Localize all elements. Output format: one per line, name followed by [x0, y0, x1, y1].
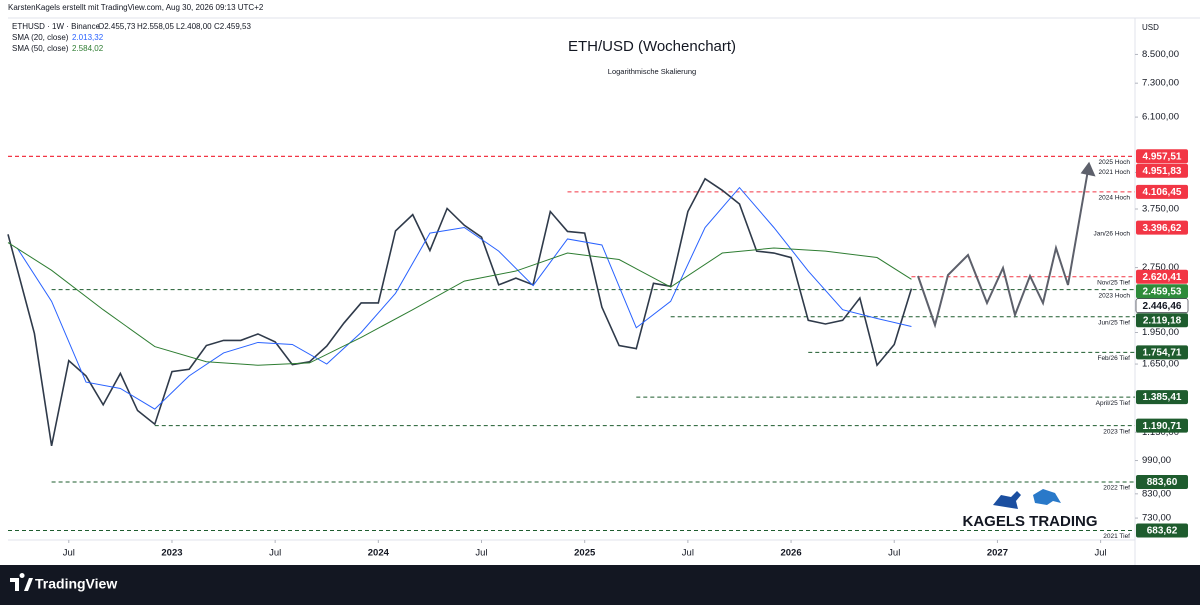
- level-label: 2021 Hoch: [1099, 169, 1131, 176]
- x-tick-label: 2026: [780, 548, 801, 559]
- y-tick-label: 3.750,00: [1142, 204, 1179, 215]
- sma-line: [16, 186, 912, 410]
- price-label-box: [1136, 390, 1188, 405]
- bear-icon: [1033, 489, 1061, 505]
- ohlc-open: O2.455,73: [98, 22, 136, 31]
- price-label-box: [1136, 163, 1188, 178]
- y-tick-label: 1.950,00: [1142, 327, 1179, 338]
- level-label: 2025 Hoch: [1099, 159, 1131, 166]
- x-tick-label: Jul: [682, 548, 694, 559]
- x-tick-label: 2027: [987, 548, 1008, 559]
- chart-title: ETH/USD (Wochenchart): [568, 38, 736, 55]
- y-tick-label: 8.500,00: [1142, 49, 1179, 60]
- level-label: 2023 Tief: [1103, 428, 1130, 435]
- price-label-box: [1136, 313, 1188, 328]
- price-line: [7, 177, 913, 447]
- y-tick-label: 830,00: [1142, 488, 1171, 499]
- price-label-box: [1136, 220, 1188, 235]
- ohlc-low: L2.408,00: [176, 22, 212, 31]
- x-tick-label: Jul: [1095, 548, 1107, 559]
- level-label: 2024 Hoch: [1099, 195, 1131, 202]
- price-label: 3.396,62: [1143, 223, 1182, 234]
- level-label: April/25 Tief: [1096, 400, 1131, 407]
- sma50-value: 2.584,02: [72, 44, 104, 53]
- y-tick-label: 730,00: [1142, 513, 1171, 524]
- y-tick-label: 6.100,00: [1142, 112, 1179, 123]
- sma-line: [7, 242, 912, 366]
- y-tick-label: 7.300,00: [1142, 78, 1179, 89]
- x-tick-label: Jul: [888, 548, 900, 559]
- price-label-box: [1135, 298, 1189, 313]
- level-label: 2021 Tief: [1103, 533, 1130, 540]
- ohlc-high: H2.558,05: [137, 22, 174, 31]
- price-label-box: [1136, 284, 1188, 299]
- price-label-box: [1136, 523, 1188, 538]
- currency: USD: [1142, 23, 1159, 32]
- chart-subtitle: Logarithmische Skalierung: [608, 67, 696, 76]
- price-label-box: [1136, 269, 1188, 284]
- price-label: 1.385,41: [1143, 392, 1182, 403]
- sma50-name: SMA (50, close): [12, 44, 69, 53]
- price-label-box: [1136, 345, 1188, 360]
- price-label: 683,62: [1147, 526, 1178, 537]
- level-label: 2022 Tief: [1103, 485, 1130, 492]
- plot-area: 8.500,007.300,006.100,004.550,003.750,00…: [7, 49, 1179, 559]
- attribution: KarstenKagels erstellt mit TradingView.c…: [8, 3, 264, 12]
- footer-brand: TradingView: [35, 576, 117, 592]
- price-label: 2.446,46: [1143, 301, 1182, 312]
- level-label: 2023 Hoch: [1099, 292, 1131, 299]
- x-tick-label: 2023: [161, 548, 182, 559]
- bull-icon: [993, 491, 1021, 509]
- footer-bar: [0, 565, 1200, 605]
- x-tick-label: 2025: [574, 548, 596, 559]
- sma20-value: 2.013,32: [72, 33, 104, 42]
- x-tick-label: Jul: [269, 548, 281, 559]
- price-label: 1.754,71: [1143, 348, 1182, 359]
- y-tick-label: 990,00: [1142, 455, 1171, 466]
- x-tick-label: Jul: [475, 548, 487, 559]
- price-label: 1.190,71: [1143, 421, 1182, 432]
- price-label-box: [1136, 184, 1188, 199]
- projection-path: [917, 169, 1089, 329]
- ohlc-close: C2.459,53: [214, 22, 251, 31]
- y-tick-label: 1.650,00: [1142, 359, 1179, 370]
- x-tick-label: 2024: [368, 548, 390, 559]
- price-label: 4.951,83: [1143, 166, 1182, 177]
- level-label: Feb/26 Tief: [1097, 355, 1130, 362]
- level-label: Jan/26 Hoch: [1094, 230, 1131, 237]
- price-label-box: [1136, 475, 1188, 490]
- price-label: 2.459,53: [1143, 286, 1182, 297]
- chart-background: [0, 0, 1200, 565]
- price-label: 883,60: [1147, 477, 1178, 488]
- sma20-name: SMA (20, close): [12, 33, 69, 42]
- level-label: Nov/25 Tief: [1097, 279, 1130, 286]
- projection-arrowhead: [1080, 161, 1096, 177]
- x-tick-label: Jul: [63, 548, 75, 559]
- footer-icon: [10, 573, 33, 591]
- price-label: 2.620,41: [1143, 272, 1182, 283]
- symbol: ETHUSD · 1W · Binance: [12, 22, 101, 31]
- price-label: 2.119,18: [1143, 315, 1182, 326]
- logo-text: KAGELS TRADING: [963, 513, 1098, 530]
- price-label: 4.106,45: [1143, 187, 1182, 198]
- y-tick-label: 2.750,00: [1142, 262, 1179, 273]
- price-label-box: [1136, 149, 1188, 164]
- price-label-box: [1136, 418, 1188, 433]
- price-label: 4.957,51: [1143, 151, 1182, 162]
- logo-icon: [993, 489, 1061, 509]
- level-label: Jun/25 Tief: [1098, 320, 1130, 327]
